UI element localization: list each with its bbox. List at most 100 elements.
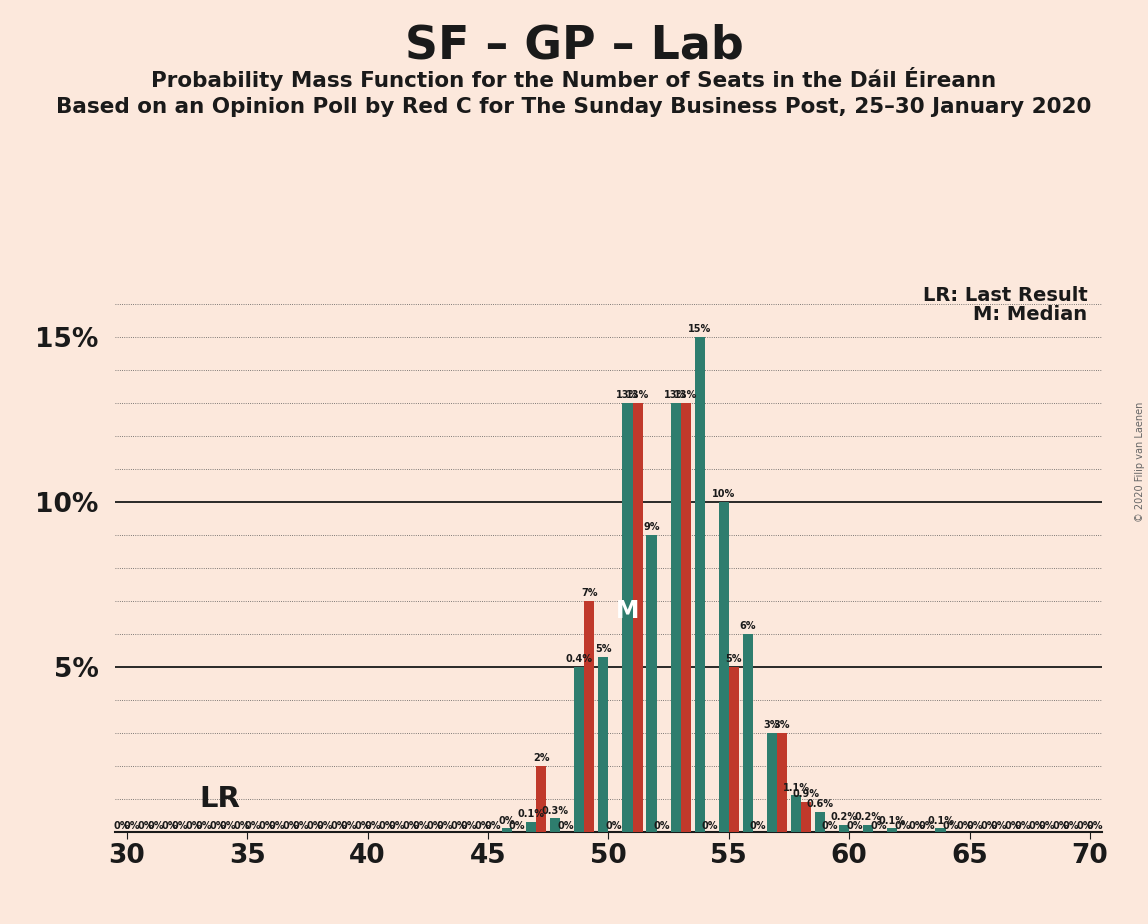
- Text: 0%: 0%: [1029, 821, 1045, 831]
- Text: 13%: 13%: [626, 390, 650, 400]
- Text: 0%: 0%: [475, 821, 491, 831]
- Bar: [791, 796, 801, 832]
- Text: 0%: 0%: [388, 821, 405, 831]
- Text: 1.1%: 1.1%: [783, 783, 809, 793]
- Text: 0%: 0%: [509, 821, 526, 831]
- Bar: [729, 666, 739, 832]
- Bar: [801, 802, 812, 832]
- Text: 13%: 13%: [615, 390, 639, 400]
- Text: 0%: 0%: [846, 821, 862, 831]
- Text: 0%: 0%: [1087, 821, 1103, 831]
- Text: M: Median: M: Median: [974, 305, 1087, 324]
- Text: 0%: 0%: [379, 821, 395, 831]
- Bar: [574, 666, 584, 832]
- Text: 0%: 0%: [124, 821, 140, 831]
- Bar: [502, 828, 512, 832]
- Text: 2%: 2%: [533, 753, 550, 763]
- Text: 0%: 0%: [1004, 821, 1021, 831]
- Bar: [887, 828, 898, 832]
- Text: © 2020 Filip van Laenen: © 2020 Filip van Laenen: [1135, 402, 1145, 522]
- Bar: [550, 819, 560, 832]
- Text: 0%: 0%: [162, 821, 178, 831]
- Text: 0%: 0%: [412, 821, 429, 831]
- Bar: [598, 657, 608, 832]
- Text: 0%: 0%: [427, 821, 443, 831]
- Text: 0%: 0%: [340, 821, 357, 831]
- Text: 0%: 0%: [114, 821, 130, 831]
- Bar: [622, 403, 633, 832]
- Text: 0%: 0%: [331, 821, 347, 831]
- Bar: [719, 502, 729, 832]
- Bar: [815, 812, 825, 832]
- Text: 15%: 15%: [688, 324, 712, 334]
- Text: LR: Last Result: LR: Last Result: [923, 286, 1087, 305]
- Text: SF – GP – Lab: SF – GP – Lab: [404, 23, 744, 68]
- Text: 0%: 0%: [1053, 821, 1069, 831]
- Text: 0.6%: 0.6%: [807, 799, 833, 809]
- Text: 5%: 5%: [595, 644, 612, 654]
- Text: 13%: 13%: [664, 390, 688, 400]
- Text: 0%: 0%: [980, 821, 996, 831]
- Text: 0%: 0%: [269, 821, 285, 831]
- Text: 0%: 0%: [138, 821, 154, 831]
- Text: 0%: 0%: [1063, 821, 1079, 831]
- Text: 10%: 10%: [712, 489, 736, 499]
- Text: 9%: 9%: [643, 522, 660, 532]
- Bar: [633, 403, 643, 832]
- Text: 0%: 0%: [258, 821, 274, 831]
- Bar: [743, 634, 753, 832]
- Text: 0%: 0%: [245, 821, 261, 831]
- Text: LR: LR: [199, 784, 240, 812]
- Text: 0%: 0%: [653, 821, 670, 831]
- Text: Probability Mass Function for the Number of Seats in the Dáil Éireann: Probability Mass Function for the Number…: [152, 67, 996, 91]
- Text: 0%: 0%: [460, 821, 478, 831]
- Bar: [670, 403, 681, 832]
- Bar: [839, 825, 850, 832]
- Text: 0%: 0%: [557, 821, 574, 831]
- Text: 0%: 0%: [355, 821, 371, 831]
- Text: 0.1%: 0.1%: [879, 816, 906, 826]
- Bar: [777, 733, 788, 832]
- Text: 0%: 0%: [967, 821, 983, 831]
- Text: 0%: 0%: [822, 821, 838, 831]
- Text: 0%: 0%: [196, 821, 212, 831]
- Text: 0%: 0%: [220, 821, 236, 831]
- Text: 0%: 0%: [943, 821, 959, 831]
- Text: 0%: 0%: [1015, 821, 1031, 831]
- Text: 3%: 3%: [763, 720, 781, 730]
- Text: 0%: 0%: [870, 821, 886, 831]
- Bar: [536, 766, 546, 832]
- Text: 0%: 0%: [293, 821, 309, 831]
- Text: 0.2%: 0.2%: [831, 812, 858, 822]
- Text: 0%: 0%: [234, 821, 250, 831]
- Text: 0%: 0%: [956, 821, 972, 831]
- Text: 0%: 0%: [172, 821, 188, 831]
- Bar: [695, 336, 705, 832]
- Text: 0%: 0%: [451, 821, 467, 831]
- Text: 0%: 0%: [701, 821, 718, 831]
- Text: 0%: 0%: [991, 821, 1007, 831]
- Bar: [526, 821, 536, 832]
- Text: 3%: 3%: [774, 720, 790, 730]
- Text: 0%: 0%: [436, 821, 453, 831]
- Text: 0%: 0%: [1077, 821, 1093, 831]
- Text: 0.4%: 0.4%: [566, 654, 592, 664]
- Text: 0.3%: 0.3%: [542, 806, 568, 816]
- Text: 0.9%: 0.9%: [792, 789, 820, 799]
- Text: 0%: 0%: [186, 821, 202, 831]
- Text: 0.1%: 0.1%: [926, 816, 954, 826]
- Text: 0%: 0%: [1039, 821, 1055, 831]
- Bar: [584, 601, 595, 832]
- Text: Based on an Opinion Poll by Red C for The Sunday Business Post, 25–30 January 20: Based on an Opinion Poll by Red C for Th…: [56, 97, 1092, 117]
- Text: 0%: 0%: [282, 821, 298, 831]
- Text: 0%: 0%: [499, 816, 515, 826]
- Text: 7%: 7%: [581, 588, 598, 598]
- Text: 0%: 0%: [307, 821, 323, 831]
- Bar: [646, 535, 657, 832]
- Text: 5%: 5%: [726, 654, 742, 664]
- Text: M: M: [615, 599, 639, 623]
- Text: 0%: 0%: [908, 821, 924, 831]
- Bar: [767, 733, 777, 832]
- Text: 0%: 0%: [605, 821, 622, 831]
- Text: 0%: 0%: [210, 821, 226, 831]
